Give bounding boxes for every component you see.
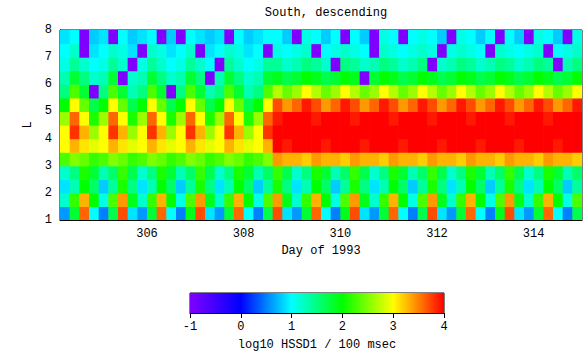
svg-text:-1: -1 [183,320,197,334]
svg-text:2: 2 [45,186,52,200]
svg-text:1: 1 [45,213,52,227]
svg-text:314: 314 [523,227,545,241]
svg-text:South, descending: South, descending [265,6,387,20]
svg-text:7: 7 [45,50,52,64]
svg-text:L: L [21,121,35,128]
svg-text:8: 8 [45,23,52,37]
svg-text:5: 5 [45,104,52,118]
svg-text:1: 1 [288,320,295,334]
svg-text:0: 0 [237,320,244,334]
svg-text:Day of 1993: Day of 1993 [281,244,360,258]
svg-text:4: 4 [440,320,447,334]
svg-text:log10 HSSD1 / 100 msec: log10 HSSD1 / 100 msec [238,338,396,352]
svg-text:312: 312 [426,227,448,241]
svg-text:2: 2 [339,320,346,334]
svg-text:3: 3 [390,320,397,334]
svg-text:310: 310 [330,227,352,241]
svg-text:3: 3 [45,159,52,173]
svg-text:4: 4 [45,132,52,146]
svg-text:308: 308 [233,227,255,241]
svg-text:306: 306 [136,227,158,241]
svg-text:6: 6 [45,77,52,91]
